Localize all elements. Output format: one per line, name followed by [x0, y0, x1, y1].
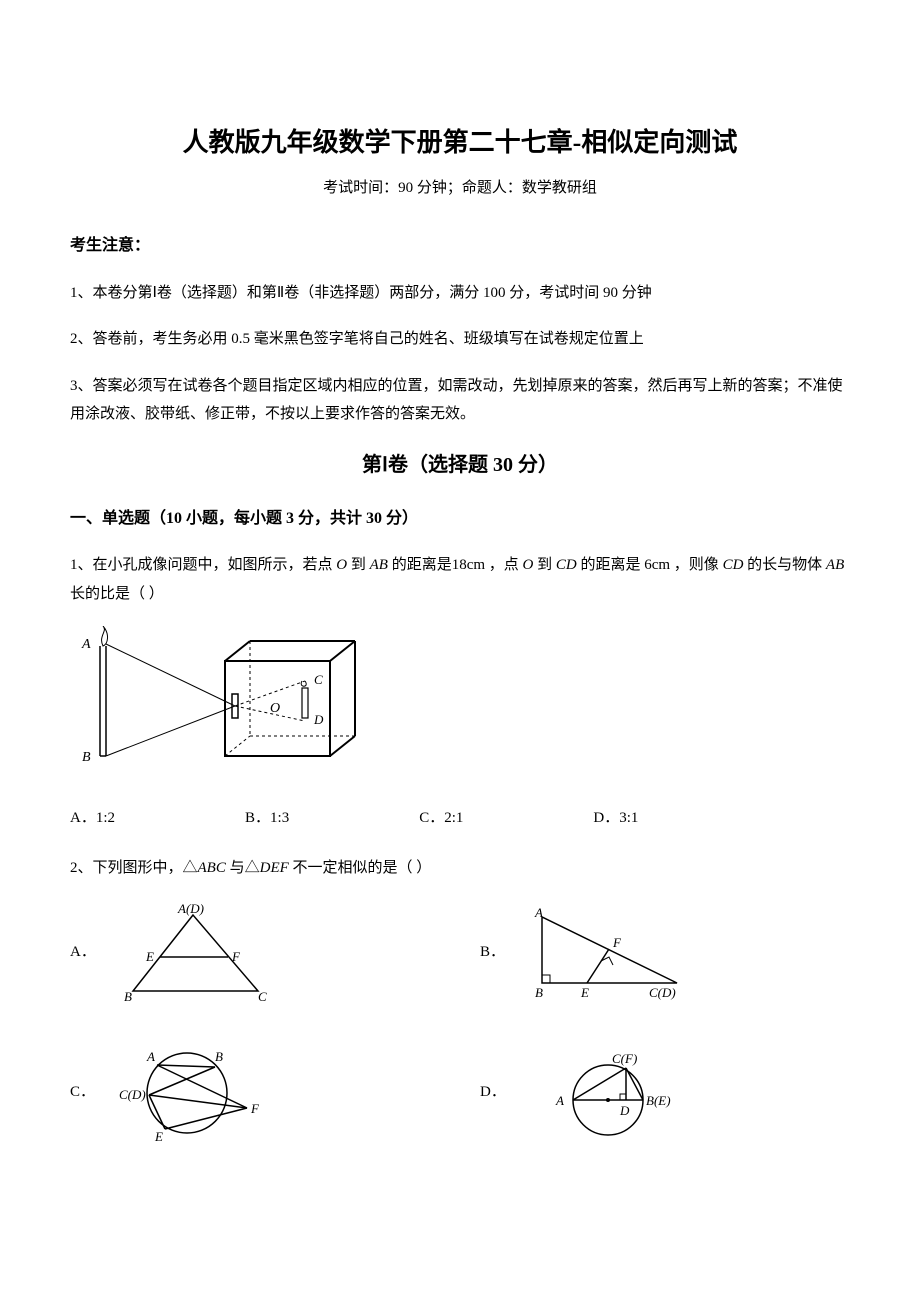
q2-option-D: D． C(F) A D B(E)	[480, 1045, 850, 1140]
svg-text:C(D): C(D)	[649, 985, 676, 1000]
q1-opt-C: C．2:1	[419, 805, 463, 832]
q1-i4: CD	[556, 557, 577, 573]
svg-text:A: A	[555, 1093, 564, 1108]
q2-text: 2、下列图形中，△	[70, 860, 198, 876]
q1-options: A．1:2 B．1:3 C．2:1 D．3:1	[70, 805, 850, 832]
q2-opt-D-label: D．	[480, 1079, 506, 1106]
q2-option-C: C． A B C(D) E F	[70, 1043, 440, 1143]
notice-item-1: 1、本卷分第Ⅰ卷（选择题）和第Ⅱ卷（非选择题）两部分，满分 100 分，考试时间…	[70, 279, 850, 308]
q2-i2: DEF	[260, 860, 289, 876]
part-header: 一、单选题（10 小题，每小题 3 分，共计 30 分）	[70, 505, 850, 534]
q1-m3: 到	[533, 557, 556, 573]
svg-text:E: E	[145, 949, 154, 964]
svg-text:E: E	[154, 1129, 163, 1143]
q1-end: 长的比是（ ）	[70, 586, 164, 602]
q1-opt-A: A．1:2	[70, 805, 115, 832]
question-2: 2、下列图形中，△ABC 与△DEF 不一定相似的是（ ）	[70, 854, 850, 883]
svg-text:D: D	[619, 1103, 630, 1118]
q1-m5: 的长与物体	[743, 557, 826, 573]
svg-text:C(F): C(F)	[612, 1051, 637, 1066]
q2-end: 不一定相似的是（ ）	[289, 860, 432, 876]
q1-i1: O	[336, 557, 347, 573]
exam-subtitle: 考试时间：90 分钟；命题人：数学教研组	[70, 175, 850, 202]
q2-option-A: A． A(D) E F B C	[70, 903, 440, 1003]
q1-label-C: C	[314, 672, 323, 687]
q2-figA: A(D) E F B C	[108, 903, 278, 1003]
q1-label-O: O	[270, 701, 280, 716]
svg-text:A(D): A(D)	[177, 903, 204, 916]
q2-opt-B-label: B．	[480, 939, 505, 966]
svg-text:C(D): C(D)	[119, 1087, 146, 1102]
svg-text:B: B	[215, 1049, 223, 1064]
svg-text:A: A	[534, 905, 543, 920]
q1-m2: 的距离是18cm ，点	[388, 557, 523, 573]
q1-label-D: D	[313, 712, 324, 727]
notice-item-3: 3、答案必须写在试卷各个题目指定区域内相应的位置，如需改动，先划掉原来的答案，然…	[70, 372, 850, 429]
svg-text:B(E): B(E)	[646, 1093, 671, 1108]
svg-text:F: F	[612, 935, 622, 950]
q1-m4: 的距离是 6cm ，则像	[577, 557, 723, 573]
q1-text: 1、在小孔成像问题中，如图所示，若点	[70, 557, 336, 573]
svg-text:B: B	[124, 989, 132, 1003]
q2-opt-C-label: C．	[70, 1079, 95, 1106]
question-1: 1、在小孔成像问题中，如图所示，若点 O 到 AB 的距离是18cm ，点 O …	[70, 551, 850, 608]
notice-header: 考生注意：	[70, 232, 850, 261]
q2-options-grid: A． A(D) E F B C B． A F B E C(D) C．	[70, 903, 850, 1143]
svg-text:F: F	[250, 1101, 260, 1116]
q2-opt-A-label: A．	[70, 939, 96, 966]
q2-figB: A F B E C(D)	[517, 905, 697, 1000]
q1-label-B: B	[82, 750, 91, 765]
svg-text:E: E	[580, 985, 589, 1000]
q1-i3: O	[523, 557, 534, 573]
svg-text:C: C	[258, 989, 267, 1003]
exam-title: 人教版九年级数学下册第二十七章-相似定向测试	[70, 120, 850, 167]
q2-figD: C(F) A D B(E)	[518, 1045, 698, 1140]
svg-text:F: F	[231, 949, 241, 964]
q1-opt-D: D．3:1	[593, 805, 638, 832]
q2-option-B: B． A F B E C(D)	[480, 905, 850, 1000]
svg-text:B: B	[535, 985, 543, 1000]
notice-item-2: 2、答卷前，考生务必用 0.5 毫米黑色签字笔将自己的姓名、班级填写在试卷规定位…	[70, 325, 850, 354]
q1-opt-B: B．1:3	[245, 805, 289, 832]
q1-i6: AB	[826, 557, 844, 573]
q2-m1: 与△	[226, 860, 260, 876]
section-1-title: 第Ⅰ卷（选择题 30 分）	[70, 447, 850, 483]
q2-figC: A B C(D) E F	[107, 1043, 277, 1143]
q1-i5: CD	[723, 557, 744, 573]
q1-m1: 到	[347, 557, 370, 573]
q1-label-A: A	[81, 637, 91, 652]
svg-text:A: A	[146, 1049, 155, 1064]
q1-figure: A B C D O	[70, 626, 850, 787]
q2-i1: ABC	[198, 860, 226, 876]
q1-i2: AB	[370, 557, 388, 573]
